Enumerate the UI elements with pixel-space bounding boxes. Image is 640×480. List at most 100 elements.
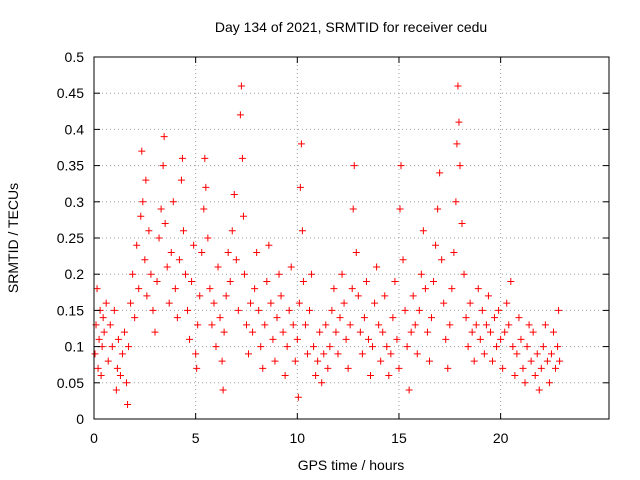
- data-point: [224, 248, 232, 256]
- data-point: [364, 335, 372, 343]
- data-point: [124, 401, 132, 409]
- data-point: [230, 191, 238, 199]
- data-point: [94, 364, 102, 372]
- data-point: [192, 350, 200, 358]
- data-point: [340, 299, 348, 307]
- data-point: [511, 372, 519, 380]
- grid-lines: [94, 57, 609, 419]
- data-point: [535, 386, 543, 394]
- data-point: [452, 198, 460, 206]
- data-point: [283, 343, 291, 351]
- data-point: [184, 306, 192, 314]
- data-point: [318, 379, 326, 387]
- data-point: [432, 241, 440, 249]
- data-point: [163, 263, 171, 271]
- data-point: [145, 227, 153, 235]
- data-point: [285, 306, 293, 314]
- y-axis-label: SRMTID / TECUs: [5, 183, 21, 293]
- data-point: [344, 364, 352, 372]
- data-point: [190, 241, 198, 249]
- data-point: [198, 248, 206, 256]
- data-point: [409, 292, 417, 300]
- data-point: [486, 328, 494, 336]
- plot-frame: [93, 56, 610, 420]
- data-point: [298, 227, 306, 235]
- data-point: [114, 335, 122, 343]
- data-point: [93, 285, 101, 293]
- data-point: [482, 321, 490, 329]
- data-point: [263, 277, 271, 285]
- data-point: [387, 350, 395, 358]
- data-point: [330, 285, 338, 293]
- data-point: [552, 364, 560, 372]
- data-point: [326, 343, 334, 351]
- data-point: [181, 270, 189, 278]
- data-point: [375, 321, 383, 329]
- data-point: [489, 357, 496, 365]
- data-point: [237, 82, 245, 90]
- data-point: [299, 277, 307, 285]
- data-point: [179, 227, 187, 235]
- data-point: [178, 154, 186, 162]
- data-point: [338, 270, 346, 278]
- data-point: [253, 248, 261, 256]
- data-point: [505, 321, 513, 329]
- x-axis-label: GPS time / hours: [298, 457, 405, 473]
- data-point: [214, 263, 222, 271]
- data-point: [454, 82, 462, 90]
- data-point: [116, 372, 124, 380]
- data-point: [97, 372, 105, 380]
- data-point: [509, 343, 517, 351]
- data-point: [419, 227, 427, 235]
- data-point: [255, 306, 263, 314]
- data-point: [202, 183, 210, 191]
- y-tick-label: 0.35: [57, 158, 84, 174]
- data-point: [232, 256, 240, 264]
- data-point: [446, 321, 454, 329]
- data-point: [275, 270, 283, 278]
- data-point: [279, 328, 287, 336]
- data-point: [291, 357, 299, 365]
- data-point: [123, 379, 131, 387]
- data-point: [196, 292, 204, 300]
- data-point: [428, 314, 436, 322]
- data-point: [204, 234, 212, 242]
- data-point: [539, 343, 547, 351]
- data-point: [165, 299, 173, 307]
- data-point: [194, 321, 202, 329]
- data-point: [450, 248, 458, 256]
- data-point: [541, 321, 549, 329]
- data-point: [405, 386, 413, 394]
- data-point: [120, 328, 128, 336]
- data-point: [470, 357, 478, 365]
- data-point: [413, 350, 421, 358]
- data-point: [456, 162, 464, 170]
- data-point: [466, 299, 474, 307]
- data-point: [499, 364, 507, 372]
- data-point: [555, 306, 563, 314]
- data-point: [310, 343, 318, 351]
- data-point: [142, 176, 150, 184]
- data-point: [397, 162, 405, 170]
- data-point: [169, 198, 177, 206]
- data-point: [556, 357, 564, 365]
- y-tick-label: 0: [76, 411, 84, 427]
- data-point: [106, 321, 114, 329]
- data-point: [186, 335, 194, 343]
- data-point: [314, 357, 322, 365]
- data-point: [208, 321, 216, 329]
- data-point: [525, 321, 533, 329]
- data-point: [358, 350, 366, 358]
- data-point: [434, 205, 442, 213]
- data-point: [226, 277, 234, 285]
- x-tick-label: 15: [391, 430, 407, 446]
- data-point: [478, 306, 486, 314]
- data-point: [464, 343, 472, 351]
- data-point: [352, 248, 360, 256]
- data-point: [118, 350, 126, 358]
- data-point: [377, 357, 385, 365]
- data-point: [476, 335, 484, 343]
- data-point: [200, 205, 208, 213]
- y-tick-label: 0.4: [65, 121, 85, 137]
- data-point: [472, 321, 480, 329]
